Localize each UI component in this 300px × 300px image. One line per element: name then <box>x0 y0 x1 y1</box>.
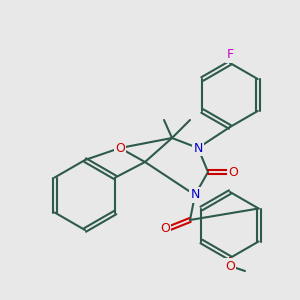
Text: N: N <box>190 188 200 202</box>
Text: O: O <box>115 142 125 154</box>
Text: O: O <box>228 166 238 178</box>
Text: O: O <box>225 260 235 272</box>
Text: O: O <box>160 221 170 235</box>
Text: N: N <box>193 142 203 154</box>
Text: F: F <box>226 49 234 62</box>
